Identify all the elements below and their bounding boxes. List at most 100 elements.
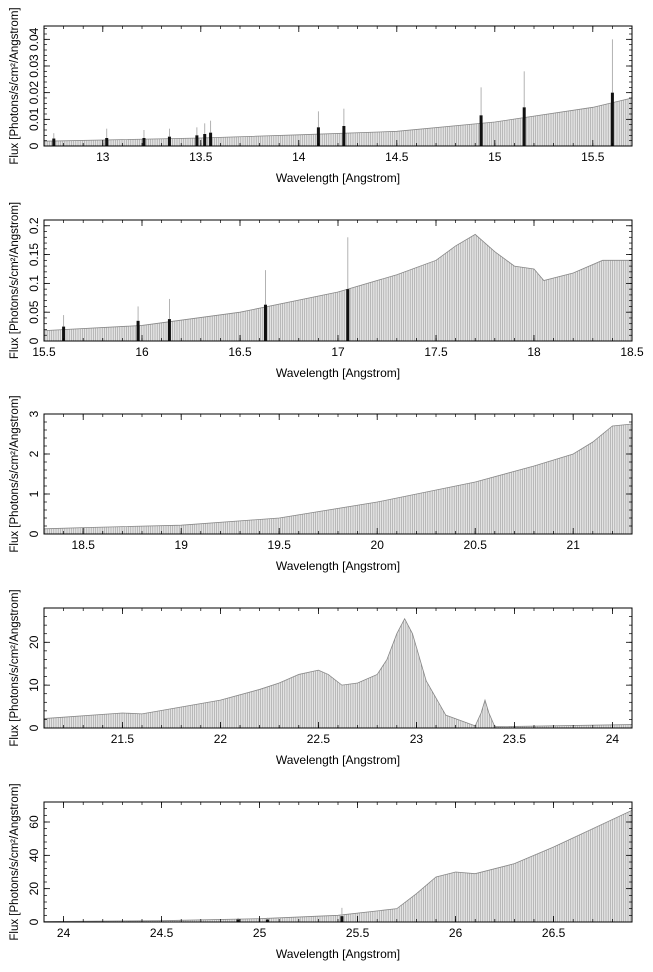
continuum-edge: [44, 97, 632, 142]
line-bar: [136, 320, 140, 341]
x-tick-label: 17.5: [424, 345, 448, 359]
plot-area: [44, 423, 632, 534]
chart-panel-4: 21.5 22 22.5 23 23.5 24 0 10 20 Wavelength [Angst…: [9, 589, 633, 767]
y-tick-label: 20: [27, 882, 41, 896]
line-bar: [263, 304, 267, 341]
continuum-bins: [44, 98, 631, 146]
line-bar: [62, 326, 66, 341]
continuum-bins: [44, 811, 631, 922]
x-tick-label: 20: [371, 538, 385, 552]
continuum-area: [44, 98, 632, 146]
y-tick-label: 0: [27, 918, 41, 925]
y-tick-label: 0: [27, 337, 41, 344]
x-axis-label: Wavelength [Angstrom]: [276, 753, 400, 767]
x-tick-label: 15.5: [581, 150, 605, 164]
line-bar: [203, 134, 207, 146]
x-tick-label: 21: [567, 538, 581, 552]
line-bar: [316, 127, 320, 146]
continuum-area: [44, 618, 632, 728]
y-tick-label: 2: [27, 450, 41, 457]
x-axis-label: Wavelength [Angstrom]: [276, 171, 400, 185]
x-tick-label: 20.5: [464, 538, 488, 552]
line-bar: [209, 132, 213, 146]
plot-area: [44, 809, 632, 922]
y-tick-label: 0: [27, 142, 41, 149]
x-tick-label: 23.5: [503, 732, 527, 746]
continuum-bins: [44, 620, 631, 728]
chart-panel-2: 15.5 16 16.5 17 17.5 18 18.5 0 0.05 0.1 0.15 0.2 Wav…: [9, 202, 644, 380]
y-axis-label: Flux [Photons/s/cm²/Angstrom]: [9, 7, 21, 164]
line-bar: [610, 92, 614, 146]
y-axis-label: Flux [Photons/s/cm²/Angstrom]: [9, 589, 21, 746]
x-tick-label: 17: [331, 345, 345, 359]
x-tick-label: 13.5: [189, 150, 213, 164]
line-bar: [340, 916, 344, 922]
line-bar: [195, 135, 199, 146]
x-tick-label: 23: [410, 732, 424, 746]
continuum-edge: [44, 809, 632, 922]
line-bar: [479, 115, 483, 146]
x-tick-label: 18.5: [620, 345, 644, 359]
line-bar: [142, 138, 146, 146]
x-tick-label: 25: [253, 926, 267, 940]
line-bar: [236, 919, 240, 922]
continuum-bins: [44, 235, 631, 341]
chart-panel-1: 13 13.5 14 14.5 15 15.5 0 0.01 0.02 0.03 0.04 Wavel…: [9, 7, 633, 185]
x-tick-label: 22.5: [307, 732, 331, 746]
continuum-edge: [44, 233, 632, 332]
x-tick-label: 19: [175, 538, 189, 552]
y-tick-label: 0: [27, 530, 41, 537]
x-tick-label: 26.5: [542, 926, 566, 940]
y-tick-label: 0.1: [27, 275, 41, 292]
y-tick-label: 0.2: [27, 217, 41, 234]
x-tick-label: 18: [527, 345, 541, 359]
x-tick-label: 18.5: [72, 538, 96, 552]
x-tick-label: 14.5: [385, 150, 409, 164]
x-tick-label: 16.5: [228, 345, 252, 359]
x-tick-label: 24.5: [150, 926, 174, 940]
x-tick-label: 24: [606, 732, 620, 746]
x-tick-label: 19.5: [268, 538, 292, 552]
continuum-edge: [44, 423, 632, 530]
x-tick-label: 25.5: [346, 926, 370, 940]
y-tick-label: 0.03: [27, 54, 41, 78]
y-axis-label: Flux [Photons/s/cm²/Angstrom]: [9, 395, 21, 552]
line-bar: [105, 138, 109, 146]
y-axis-label: Flux [Photons/s/cm²/Angstrom]: [9, 202, 21, 359]
line-bar: [167, 136, 171, 146]
y-tick-label: 0.02: [27, 81, 41, 105]
plot-area: [44, 39, 632, 146]
x-tick-label: 22: [214, 732, 228, 746]
continuum-bins: [44, 424, 631, 534]
chart-panel-3: 18.5 19 19.5 20 20.5 21 0 1 2 3 Wavelength [Angstr…: [9, 395, 633, 573]
plot-area: [44, 233, 632, 341]
y-tick-label: 0: [27, 724, 41, 731]
line-bar: [52, 138, 56, 146]
continuum-area: [44, 424, 632, 534]
x-axis-label: Wavelength [Angstrom]: [276, 366, 400, 380]
y-tick-label: 1: [27, 490, 41, 497]
y-tick-label: 0.04: [27, 27, 41, 51]
x-tick-label: 15.5: [32, 345, 56, 359]
continuum-edge: [44, 617, 632, 728]
x-tick-label: 24: [57, 926, 71, 940]
line-bar: [167, 319, 171, 341]
chart-panel-5: 24 24.5 25 25.5 26 26.5 0 20 40 60 Wavelength [Ang…: [9, 783, 633, 961]
y-tick-label: 20: [27, 635, 41, 649]
y-tick-label: 60: [27, 815, 41, 829]
continuum-area: [44, 234, 632, 341]
x-tick-label: 14: [292, 150, 306, 164]
line-bar: [265, 919, 269, 922]
x-tick-label: 16: [135, 345, 149, 359]
x-axis-label: Wavelength [Angstrom]: [276, 559, 400, 573]
x-tick-label: 26: [449, 926, 463, 940]
x-tick-label: 15: [488, 150, 502, 164]
y-tick-label: 3: [27, 410, 41, 417]
continuum-area: [44, 810, 632, 922]
y-axis-label: Flux [Photons/s/cm²/Angstrom]: [9, 783, 21, 940]
line-bar: [346, 289, 350, 341]
y-tick-label: 10: [27, 678, 41, 692]
x-tick-label: 21.5: [111, 732, 135, 746]
line-bar: [522, 107, 526, 146]
